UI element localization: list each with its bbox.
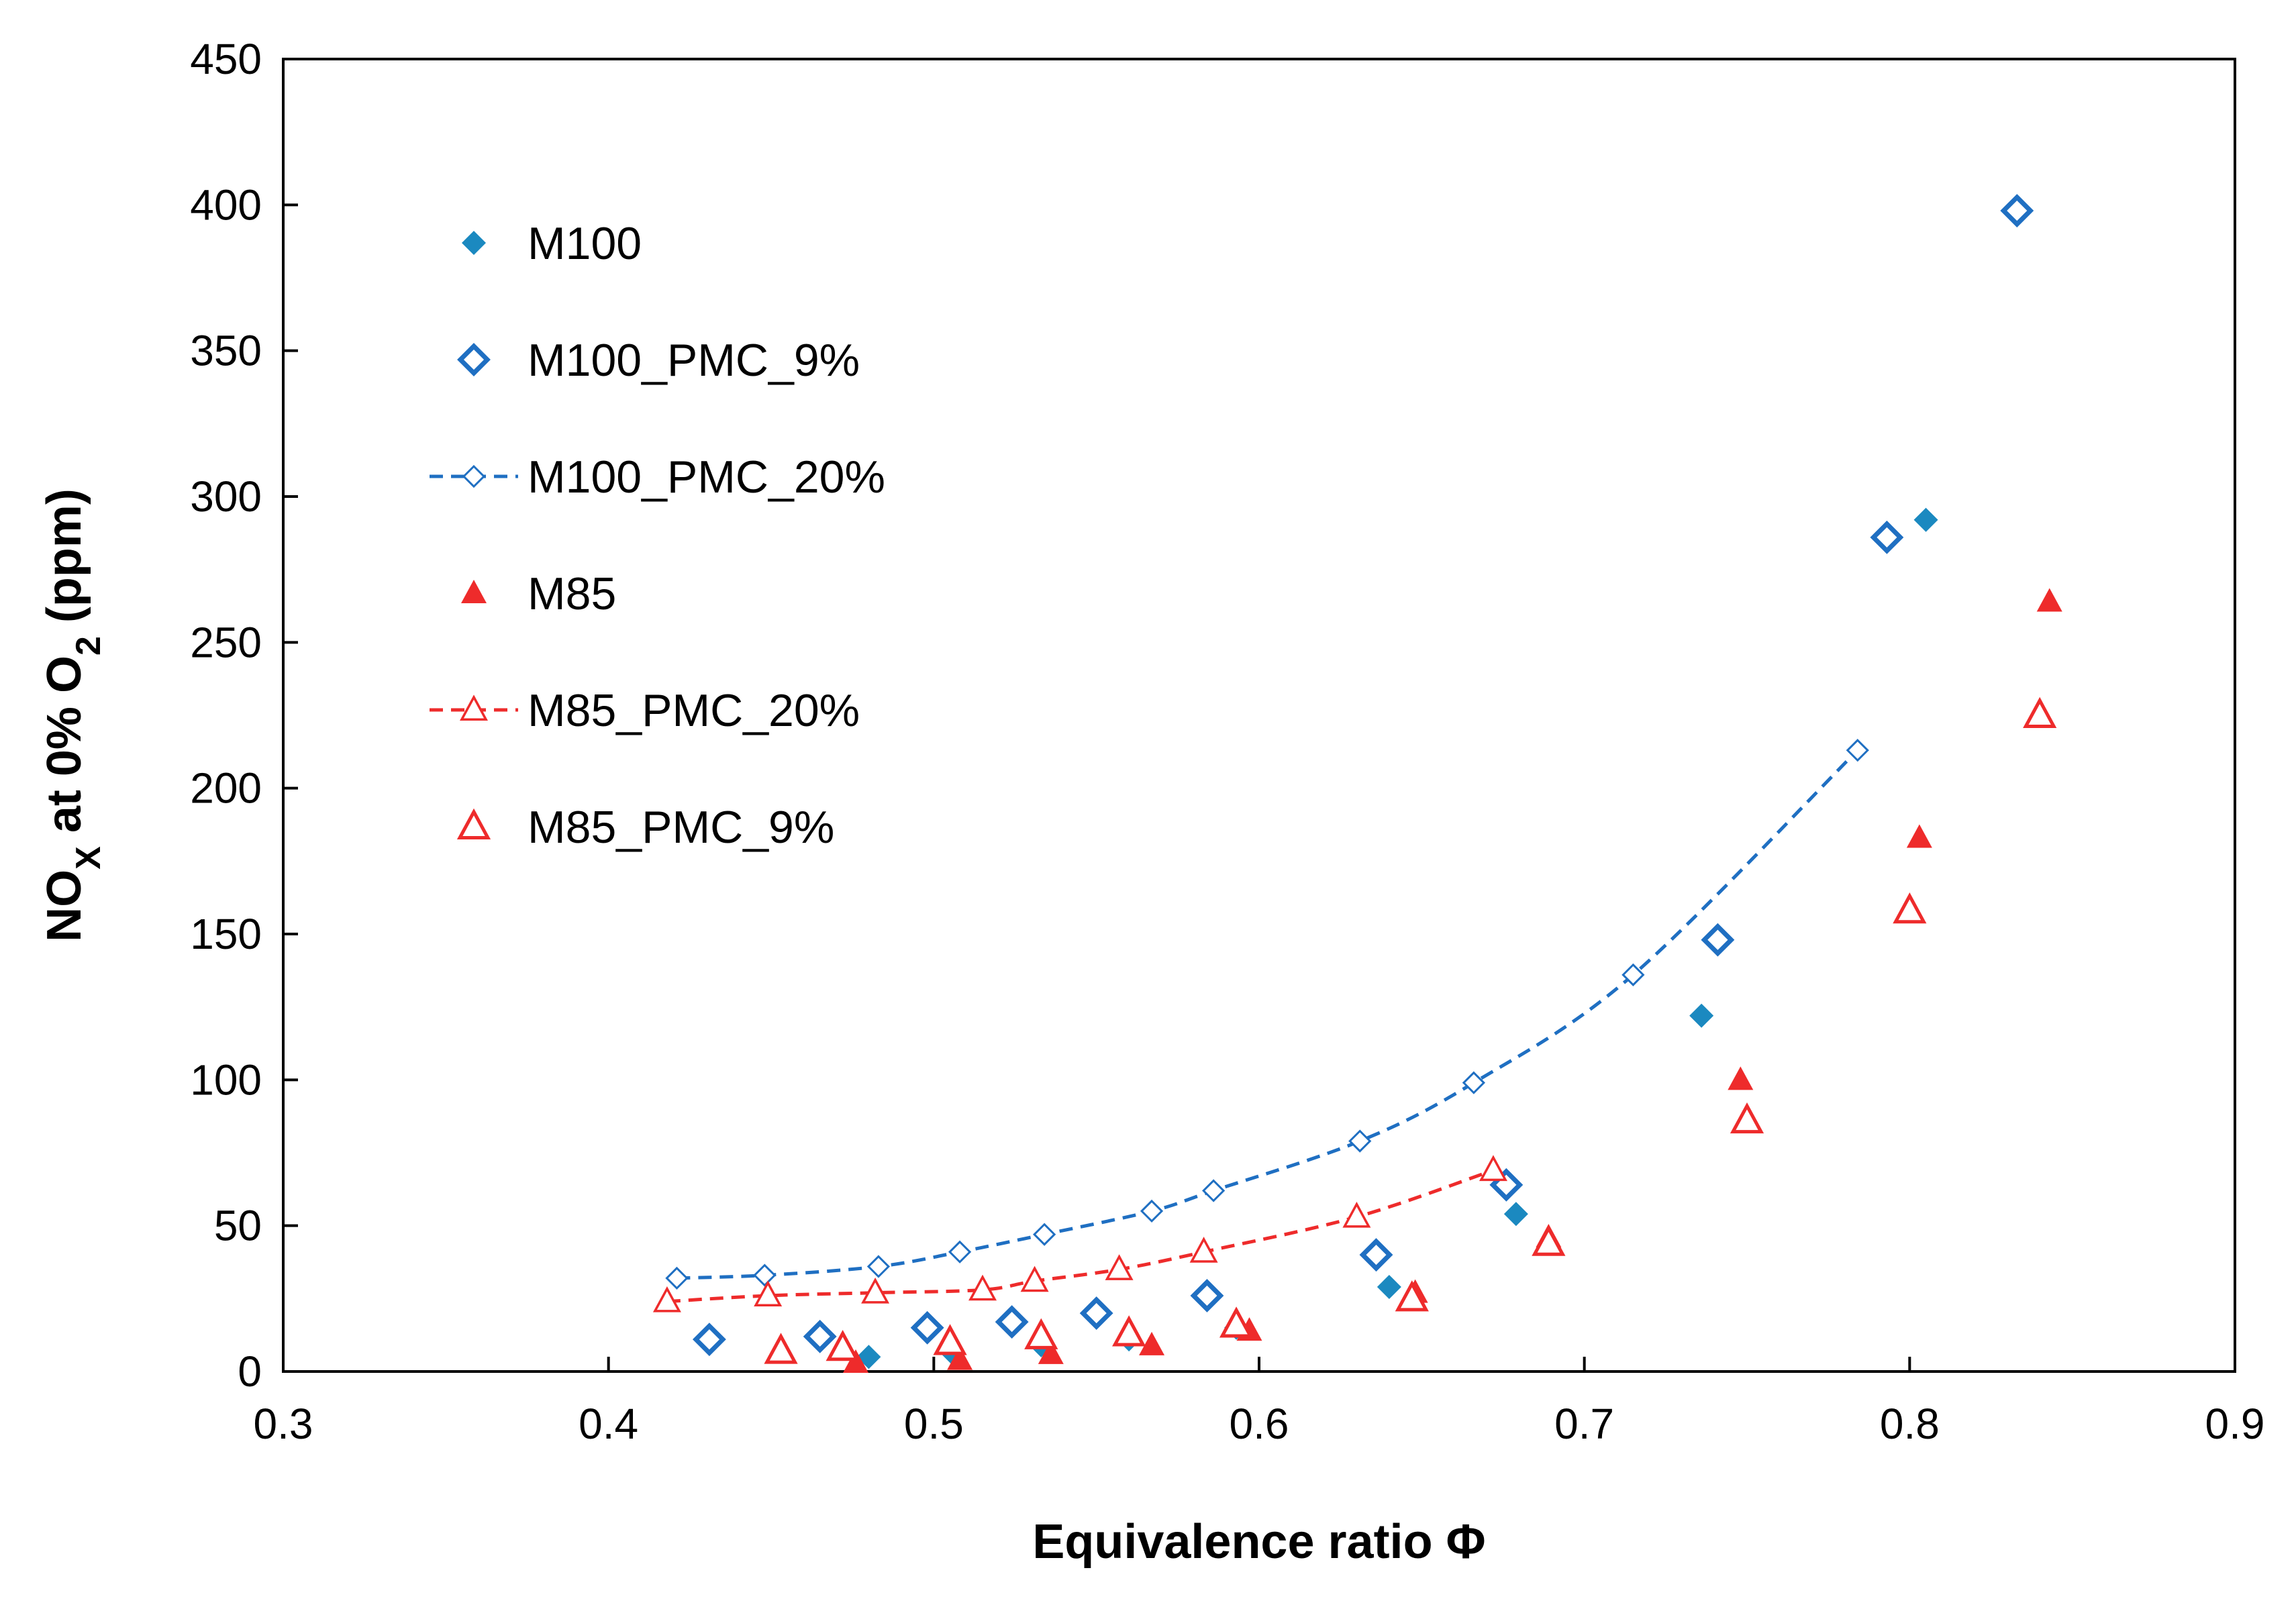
data-point-m85-pmc-20 [968, 1274, 997, 1301]
legend-label-m100-pmc-9: M100_PMC_9% [528, 335, 860, 386]
data-point-m100-pmc-9 [1190, 1279, 1224, 1312]
legend: M100 M100_PMC_9% M100_PMC_20% M85 M85_PMC_20… [430, 218, 885, 853]
data-point-m85-pmc-20 [861, 1277, 890, 1304]
data-point-m85 [1038, 1340, 1064, 1364]
legend-marker-m85-pmc-20 [460, 694, 488, 721]
y-tick-label: 150 [190, 910, 262, 958]
data-point-m85 [1139, 1331, 1165, 1355]
data-point-m100 [1689, 1003, 1714, 1028]
data-point-m85-pmc-20 [1105, 1254, 1134, 1280]
data-point-m85-pmc-9 [1395, 1280, 1429, 1312]
data-point-m85 [947, 1346, 973, 1370]
data-point-m100 [1503, 1202, 1528, 1227]
data-point-m100-pmc-20 [866, 1255, 891, 1278]
legend-marker-m85 [461, 580, 487, 603]
y-tick-label: 300 [190, 472, 262, 521]
series-line-m85-pmc-20 [666, 1168, 1494, 1304]
legend-marker-m100-pmc-20 [462, 464, 486, 488]
legend-label-m100: M100 [528, 218, 642, 269]
data-point-m85-pmc-9 [1024, 1318, 1058, 1349]
y-tick-label: 200 [190, 764, 262, 813]
legend-marker-m100-pmc-9 [457, 343, 491, 376]
data-point-m100-pmc-9 [1870, 520, 1904, 554]
data-point-m100-pmc-20 [1348, 1129, 1372, 1153]
data-point-m85-pmc-20 [1479, 1155, 1507, 1182]
data-point-m85-pmc-20 [754, 1280, 783, 1306]
series-line-m100-pmc-20 [677, 749, 1859, 1280]
x-tick-label: 0.9 [2205, 1400, 2265, 1448]
legend-marker-m100 [462, 231, 486, 255]
y-axis-title: NOX at 0% O2 (ppm) [38, 488, 108, 942]
data-point-m85 [843, 1349, 869, 1373]
x-tick-label: 0.3 [254, 1400, 313, 1448]
data-point-m85-pmc-9 [1730, 1102, 1764, 1134]
data-point-m85-pmc-9 [2023, 696, 2057, 728]
y-tick-label: 250 [190, 618, 262, 666]
y-tick-label: 100 [190, 1055, 262, 1104]
data-point-m100-pmc-20 [753, 1263, 777, 1287]
data-point-m85-pmc-9 [933, 1324, 967, 1355]
legend-label-m100-pmc-20: M100_PMC_20% [528, 452, 885, 503]
x-tick-label: 0.6 [1230, 1400, 1289, 1448]
data-point-m100-pmc-9 [2000, 194, 2034, 227]
data-point-m85-pmc-20 [1189, 1237, 1218, 1263]
data-point-m85-pmc-20 [1342, 1201, 1371, 1228]
data-point-m100-pmc-9 [1079, 1296, 1113, 1331]
y-tick-label: 350 [190, 327, 262, 375]
data-point-m100-pmc-9 [1359, 1238, 1393, 1272]
legend-label-m85-pmc-9: M85_PMC_9% [528, 802, 834, 853]
data-point-m100-pmc-9 [803, 1319, 837, 1353]
data-point-m85-pmc-9 [1112, 1315, 1146, 1347]
series-lines [666, 749, 1859, 1304]
data-point-m100 [1913, 507, 1938, 532]
series-points [652, 194, 2062, 1373]
data-point-m100-pmc-9 [995, 1305, 1029, 1339]
y-tick-label: 50 [214, 1202, 262, 1250]
legend-label-m85-pmc-20: M85_PMC_20% [528, 685, 860, 736]
data-point-m100-pmc-20 [1202, 1179, 1226, 1202]
y-tick-label: 450 [190, 35, 262, 83]
data-point-m85-pmc-20 [652, 1286, 681, 1312]
x-tick-label: 0.4 [579, 1400, 638, 1448]
data-point-m100-pmc-20 [948, 1240, 972, 1263]
data-point-m100-pmc-20 [665, 1266, 689, 1290]
data-point-m100-pmc-20 [1621, 963, 1645, 986]
x-tick-label: 0.8 [1880, 1400, 1940, 1448]
data-point-m85-pmc-9 [764, 1333, 798, 1364]
data-point-m85 [1728, 1066, 1754, 1090]
data-point-m100-pmc-20 [1462, 1071, 1486, 1094]
x-axis-title: Equivalence ratio Φ [1032, 1515, 1485, 1569]
data-point-m100-pmc-9 [692, 1323, 726, 1357]
data-point-m100-pmc-20 [1140, 1199, 1164, 1223]
legend-marker-m85-pmc-9 [456, 808, 491, 839]
data-point-m100-pmc-20 [1032, 1223, 1056, 1246]
data-point-m100-pmc-9 [910, 1310, 944, 1345]
x-tick-label: 0.7 [1554, 1400, 1614, 1448]
data-point-m85 [1906, 824, 1932, 848]
y-tick-label: 0 [238, 1347, 262, 1396]
data-point-m85 [2036, 588, 2062, 612]
x-tick-label: 0.5 [904, 1400, 964, 1448]
legend-label-m85: M85 [528, 568, 616, 619]
y-tick-label: 400 [190, 180, 262, 229]
data-point-m100 [1377, 1274, 1401, 1299]
data-point-m85-pmc-9 [1532, 1225, 1566, 1256]
data-point-m85-pmc-9 [1893, 892, 1927, 924]
data-point-m85-pmc-9 [826, 1329, 860, 1361]
data-point-m85-pmc-9 [1219, 1306, 1254, 1338]
data-point-m100-pmc-9 [1701, 923, 1735, 957]
data-point-m85-pmc-20 [1020, 1265, 1049, 1292]
axis-ticks: 0.3 0.4 0.5 0.6 0.7 0.8 0.9 0 50 100 150 200 250 300 3… [190, 35, 2264, 1448]
plot-area [282, 58, 2236, 1373]
data-point-m100-pmc-20 [1846, 739, 1869, 762]
